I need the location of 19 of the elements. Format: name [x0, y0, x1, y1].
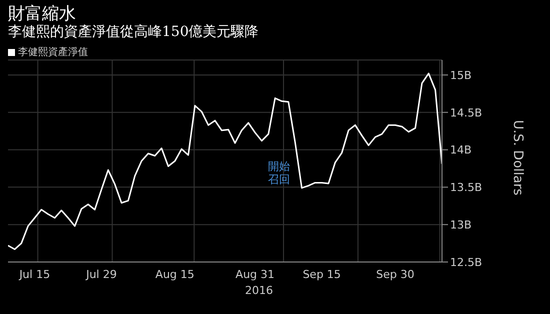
- line-series: [8, 72, 442, 250]
- y-tick-label: 13B: [450, 218, 472, 232]
- x-tick-label: Jul 29: [85, 268, 117, 281]
- y-tick-label: 12.5B: [450, 256, 482, 269]
- x-tick-label: Sep 15: [302, 268, 341, 281]
- x-axis-title: 2016: [245, 284, 273, 297]
- x-tick-label: Sep 30: [376, 268, 414, 281]
- y-tick-label: 14B: [450, 144, 472, 157]
- y-tick-label: 15B: [450, 68, 472, 82]
- x-tick-label: Jul 15: [18, 268, 50, 281]
- x-tick-label: Aug 15: [155, 268, 194, 281]
- y-axis-title: U.S. Dollars: [510, 120, 525, 196]
- chart-title: 財富縮水: [8, 3, 76, 24]
- y-tick-label: 13.5B: [450, 181, 482, 194]
- x-tick-label: Aug 31: [236, 268, 275, 281]
- annotation: 開始召回: [268, 160, 291, 186]
- y-tick-label: 14.5B: [450, 106, 482, 120]
- legend-label: 李健熙資產淨值: [17, 46, 88, 59]
- chart-subtitle: 李健熙的資產淨值從高峰150億美元驟降: [8, 23, 259, 41]
